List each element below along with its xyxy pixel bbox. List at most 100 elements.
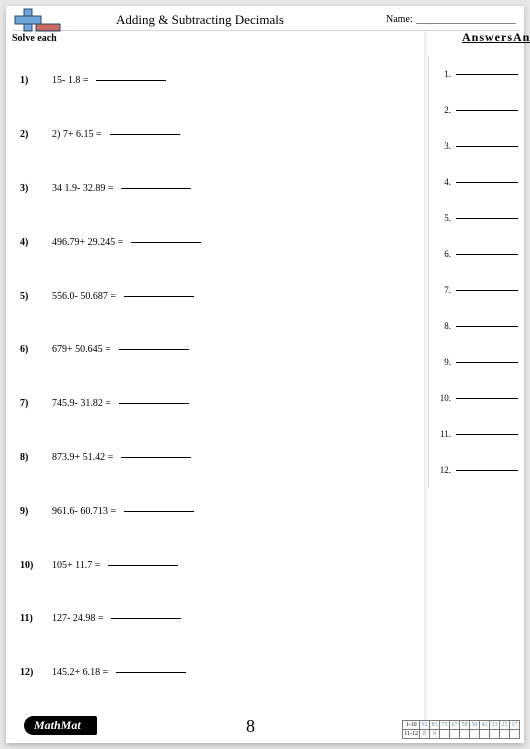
answer-number: 12. <box>437 465 451 475</box>
answer-line[interactable] <box>456 434 518 435</box>
answer-blank[interactable] <box>110 134 180 135</box>
answer-number: 6. <box>437 249 451 259</box>
problem-number: 7) <box>20 398 52 409</box>
answer-line[interactable] <box>456 254 518 255</box>
answer-row: 8. <box>437 308 522 344</box>
answer-row: 10. <box>437 380 522 416</box>
score-label: 1-10 <box>403 721 420 730</box>
answer-row: 12. <box>437 452 522 488</box>
problem-expression: + 29.245 = <box>80 237 124 248</box>
column-separator <box>424 30 425 719</box>
answer-row: 6. <box>437 236 522 272</box>
score-label: 11-12 <box>403 730 420 739</box>
answer-blank[interactable] <box>121 457 191 458</box>
answer-line[interactable] <box>456 218 518 219</box>
answer-blank[interactable] <box>131 242 201 243</box>
answers-header: AnswersAns <box>462 30 530 45</box>
answer-line[interactable] <box>456 146 518 147</box>
answer-row: 9. <box>437 344 522 380</box>
footer: MathMat 8 1-10 92837567585042332517 11-1… <box>6 713 524 741</box>
problem-row: 11)127 - 24.98 = <box>20 592 350 646</box>
answer-number: 4. <box>437 177 451 187</box>
header-rule <box>12 30 520 31</box>
answer-blank[interactable] <box>108 565 178 566</box>
problem-number: 3) <box>20 183 52 194</box>
answer-line[interactable] <box>456 470 518 471</box>
answer-row: 3. <box>437 128 522 164</box>
brand-badge: MathMat <box>24 716 97 735</box>
problem-expression: - 60.713 = <box>75 506 116 517</box>
problem-expression: - 1.8 = <box>62 75 88 86</box>
problem-number: 6) <box>20 344 52 355</box>
worksheet-title: Adding & Subtracting Decimals <box>116 12 284 28</box>
answer-line[interactable] <box>456 74 518 75</box>
answer-row: 4. <box>437 164 522 200</box>
answer-number: 1. <box>437 69 451 79</box>
answer-blank[interactable] <box>111 618 181 619</box>
problem-expression: - 24.98 = <box>67 613 103 624</box>
problem-number: 9) <box>20 506 52 517</box>
column-separator-2 <box>426 30 427 719</box>
answer-number: 11. <box>437 429 451 439</box>
problem-expression: + 11.7 = <box>67 560 100 571</box>
answer-line[interactable] <box>456 110 518 111</box>
answer-number: 2. <box>437 105 451 115</box>
answer-line[interactable] <box>456 398 518 399</box>
answer-line[interactable] <box>456 182 518 183</box>
problem-number: 5) <box>20 291 52 302</box>
answer-blank[interactable] <box>124 511 194 512</box>
instruction-text: Solve each <box>12 33 57 44</box>
problem-row: 8)873.9 + 51.42 = <box>20 431 350 485</box>
problem-row: 10)105 + 11.7 = <box>20 538 350 592</box>
problem-expression: + 6.15 = <box>68 129 102 140</box>
answer-number: 5. <box>437 213 451 223</box>
problem-row: 2)2) 7 + 6.15 = <box>20 108 350 162</box>
answer-row: 2. <box>437 92 522 128</box>
answer-line[interactable] <box>456 290 518 291</box>
answer-row: 11. <box>437 416 522 452</box>
answer-row: 7. <box>437 272 522 308</box>
problem-expression: - 32.89 = <box>77 183 113 194</box>
name-input-line[interactable] <box>416 23 516 24</box>
answer-blank[interactable] <box>124 296 194 297</box>
answer-number: 9. <box>437 357 451 367</box>
problem-number: 11) <box>20 613 52 624</box>
problem-row: 6)679 + 50.645 = <box>20 323 350 377</box>
problem-number: 1) <box>20 75 52 86</box>
answer-blank[interactable] <box>116 672 186 673</box>
page-number: 8 <box>246 716 255 737</box>
answer-line[interactable] <box>456 326 518 327</box>
problem-row: 3)34 1.9 - 32.89 = <box>20 162 350 216</box>
problem-expression: + 51.42 = <box>75 452 114 463</box>
problem-number: 8) <box>20 452 52 463</box>
problem-expression: - 50.687 = <box>75 291 116 302</box>
problem-row: 12)145.2 + 6.18 = <box>20 646 350 700</box>
answer-line[interactable] <box>456 362 518 363</box>
score-row: 1-10 92837567585042332517 <box>403 721 520 730</box>
answer-row: 1. <box>437 56 522 92</box>
answer-blank[interactable] <box>121 188 191 189</box>
answer-blank[interactable] <box>119 403 189 404</box>
answers-column: 1. 2. 3. 4. 5. 6. 7. 8. 9. 10. 11. 12. <box>428 56 522 488</box>
problem-number: 10) <box>20 560 52 571</box>
answer-number: 10. <box>437 393 451 403</box>
problem-row: 4)496.79 + 29.245 = <box>20 215 350 269</box>
problem-number: 12) <box>20 667 52 678</box>
score-grid: 1-10 92837567585042332517 11-12 80 <box>402 720 520 739</box>
problem-row: 7)745.9 - 31.82 = <box>20 377 350 431</box>
worksheet-page: Adding & Subtracting Decimals Name: Solv… <box>6 6 524 743</box>
problem-expression: + 6.18 = <box>75 667 109 678</box>
problem-expression: + 50.645 = <box>67 344 111 355</box>
answer-number: 3. <box>437 141 451 151</box>
answer-row: 5. <box>437 200 522 236</box>
answer-number: 8. <box>437 321 451 331</box>
answer-number: 7. <box>437 285 451 295</box>
answer-blank[interactable] <box>119 349 189 350</box>
score-row: 11-12 80 <box>403 730 520 739</box>
name-label: Name: <box>386 14 413 25</box>
answer-blank[interactable] <box>96 80 166 81</box>
problem-row: 5)556.0 - 50.687 = <box>20 269 350 323</box>
problem-number: 2) <box>20 129 52 140</box>
problem-number: 4) <box>20 237 52 248</box>
problem-expression: - 31.82 = <box>75 398 111 409</box>
